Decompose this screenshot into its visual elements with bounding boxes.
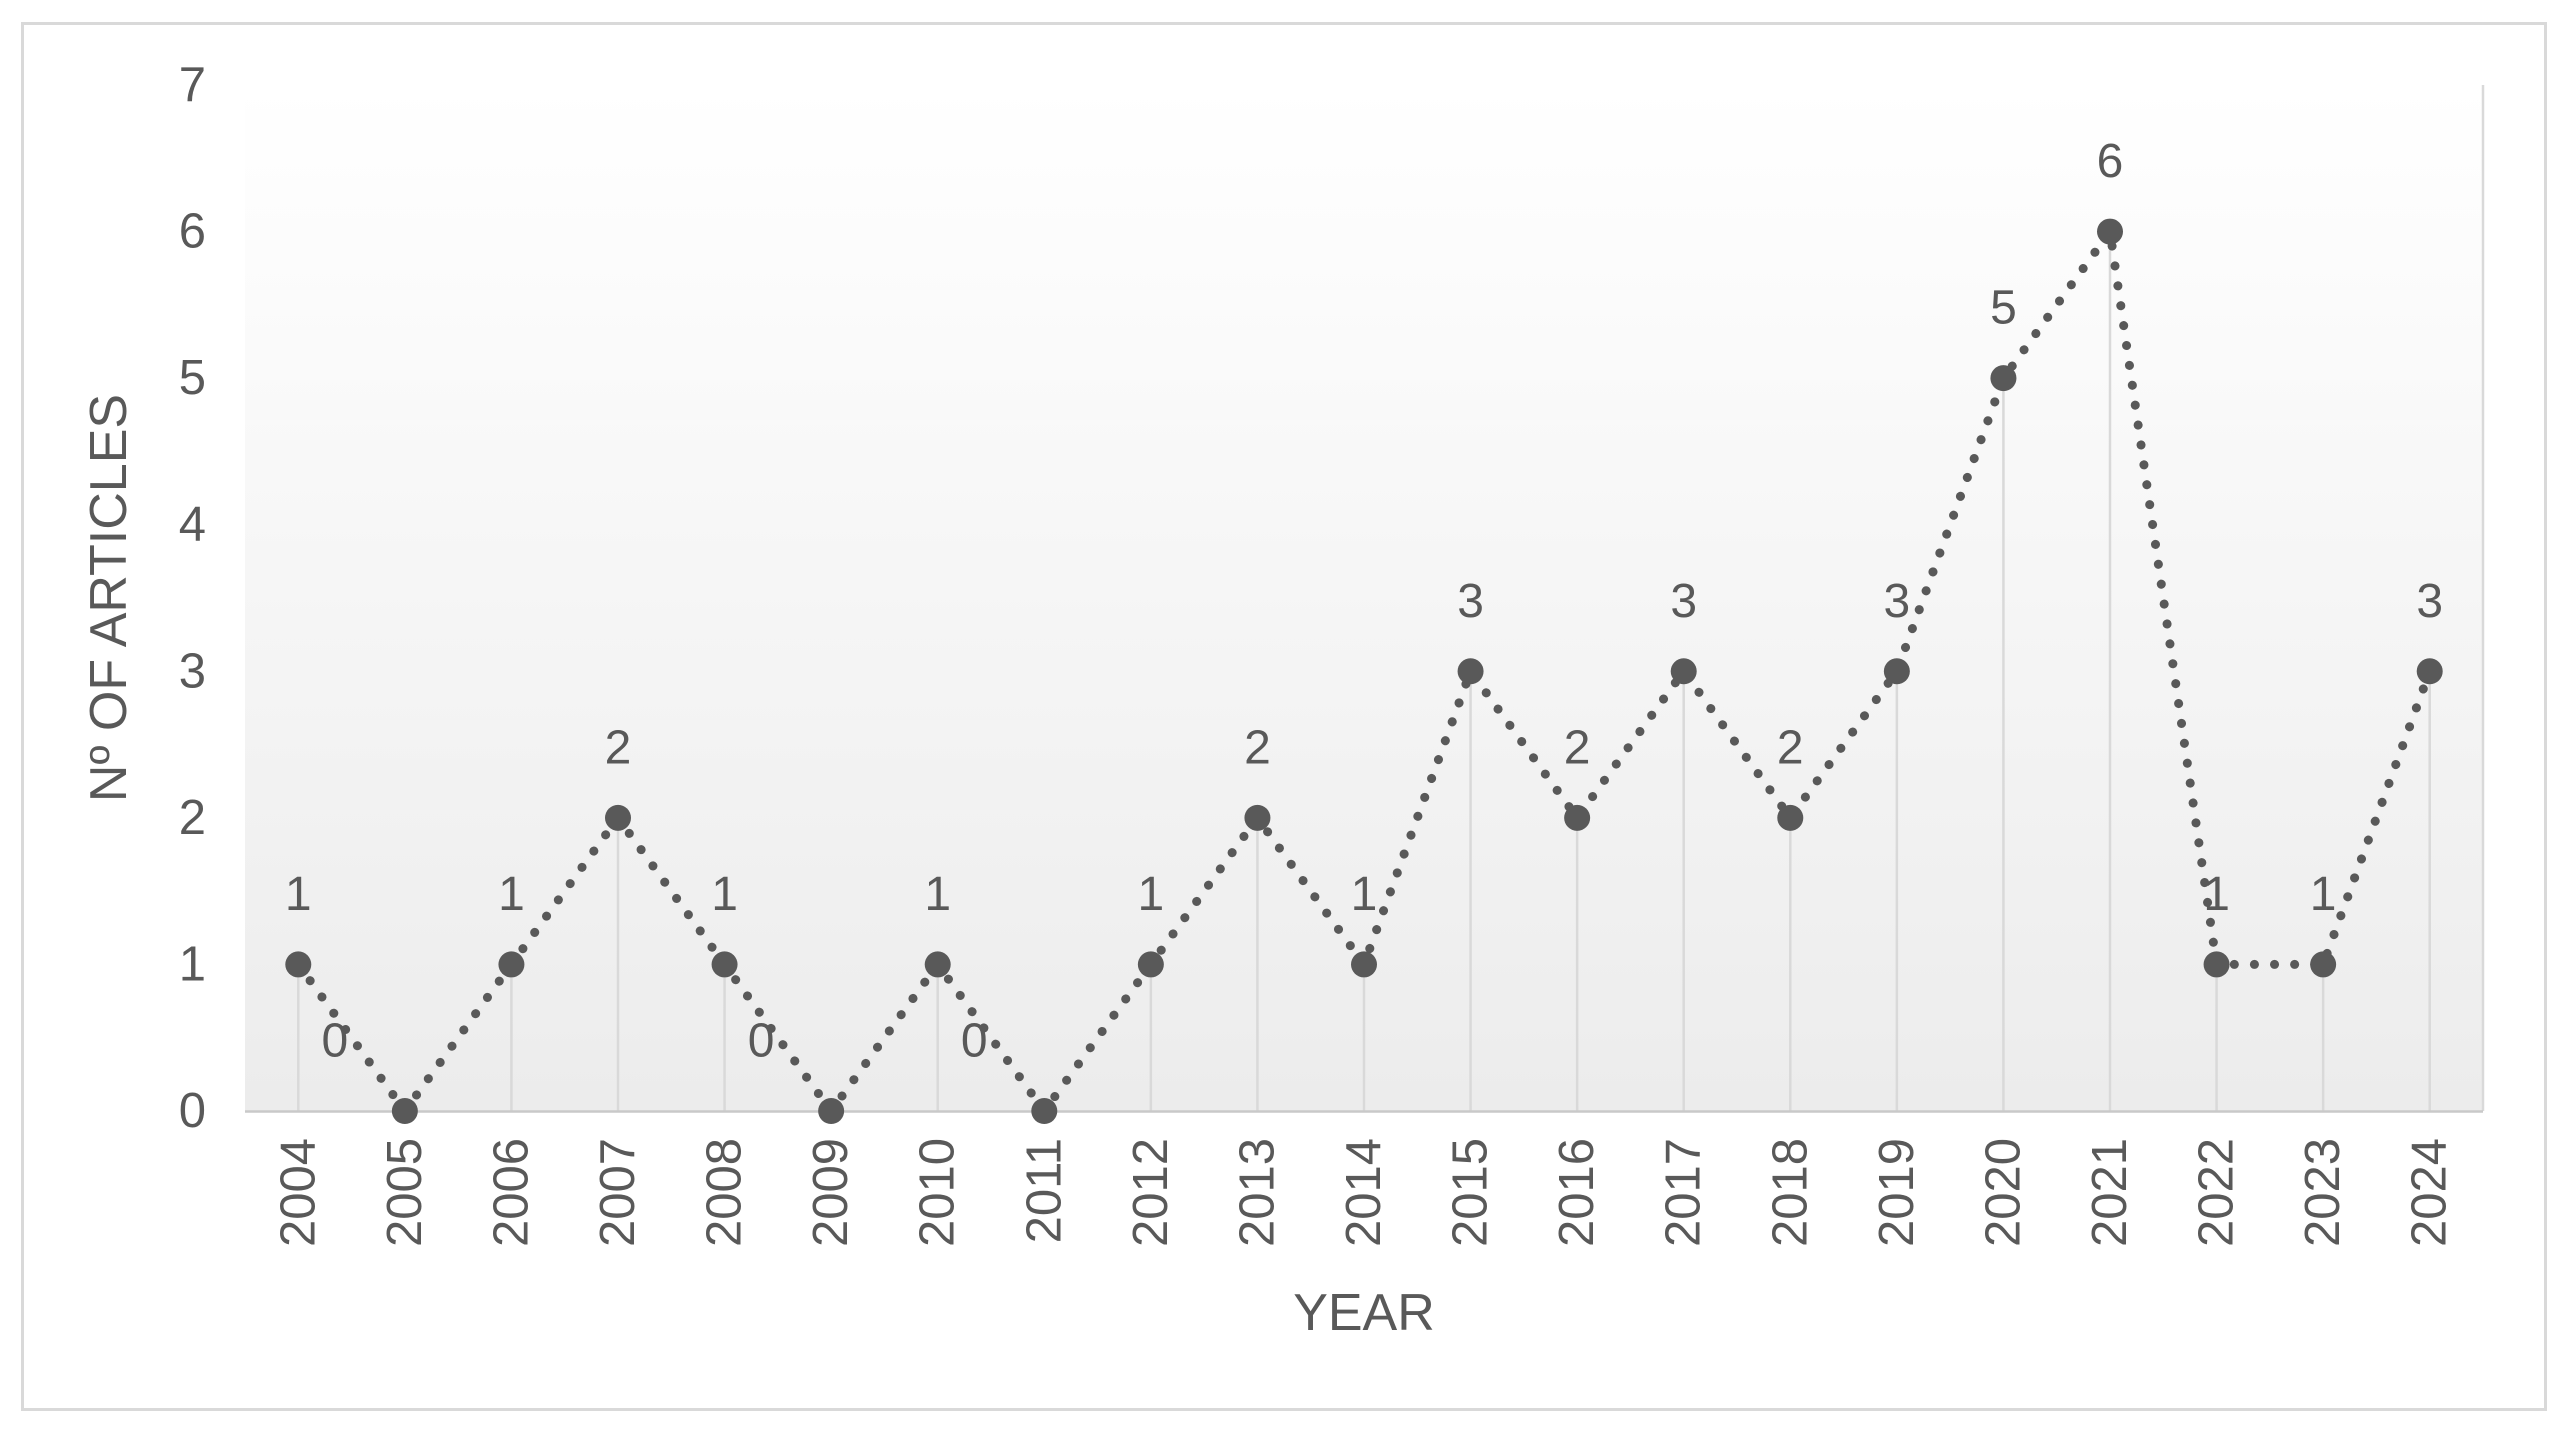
x-tick-label-2010: 2010 (911, 1138, 965, 1247)
data-point-2016 (1564, 804, 1591, 831)
data-point-2005 (391, 1098, 418, 1124)
data-point-2022 (2203, 951, 2230, 978)
data-point-2013 (1244, 804, 1271, 831)
data-label-2007: 2 (605, 721, 632, 774)
data-point-2012 (1137, 951, 1164, 978)
data-point-2024 (2416, 658, 2443, 685)
data-label-2011: 0 (961, 1015, 988, 1068)
data-label-2015: 3 (1457, 575, 1484, 628)
data-label-2017: 3 (1670, 575, 1697, 628)
data-point-2015 (1457, 658, 1484, 685)
data-labels: 1 0 1 2 1 0 1 0 1 2 1 3 2 3 2 3 5 6 1 1 3 (285, 135, 2443, 1067)
data-point-2021 (2097, 218, 2123, 245)
data-point-2023 (2310, 951, 2337, 978)
data-label-2014: 1 (1351, 868, 1378, 921)
x-axis-title: YEAR (1293, 1284, 1435, 1342)
x-tick-label-2017: 2017 (1657, 1138, 1711, 1247)
y-tick-label-0: 0 (179, 1084, 206, 1138)
x-tick-label-2018: 2018 (1763, 1138, 1817, 1247)
data-point-2009 (818, 1098, 845, 1124)
data-label-2024: 3 (2416, 575, 2443, 628)
data-label-2019: 3 (1884, 575, 1911, 628)
y-axis-title: Nº OF ARTICLES (80, 394, 138, 802)
data-label-2010: 1 (924, 868, 951, 921)
x-tick-label-2019: 2019 (1870, 1138, 1924, 1247)
data-label-2018: 2 (1777, 721, 1804, 774)
data-point-2006 (498, 951, 525, 978)
y-tick-label-7: 7 (179, 58, 206, 112)
data-label-2016: 2 (1564, 721, 1591, 774)
x-tick-label-2012: 2012 (1124, 1138, 1178, 1247)
data-point-2019 (1883, 658, 1910, 685)
data-label-2005: 0 (322, 1015, 349, 1068)
x-tick-label-2013: 2013 (1230, 1138, 1284, 1247)
data-label-2006: 1 (498, 868, 525, 921)
data-label-2004: 1 (285, 868, 312, 921)
x-tick-label-2021: 2021 (2083, 1138, 2137, 1247)
y-tick-label-5: 5 (179, 351, 206, 405)
x-tick-label-2009: 2009 (804, 1138, 858, 1247)
data-label-2020: 5 (1990, 282, 2017, 335)
data-label-2012: 1 (1138, 868, 1165, 921)
drop-lines (297, 231, 2431, 1111)
x-tick-label-2022: 2022 (2190, 1138, 2244, 1247)
y-tick-label-3: 3 (179, 644, 206, 698)
data-points (285, 218, 2443, 1124)
data-point-2017 (1670, 658, 1697, 685)
x-tick-label-2014: 2014 (1337, 1138, 1391, 1247)
data-label-2022: 1 (2203, 868, 2230, 921)
x-tick-label-2006: 2006 (484, 1138, 538, 1247)
data-point-2018 (1777, 804, 1804, 831)
data-label-2008: 1 (711, 868, 738, 921)
x-tick-label-2004: 2004 (271, 1138, 325, 1247)
x-tick-label-2015: 2015 (1444, 1138, 1498, 1247)
data-point-2008 (711, 951, 738, 978)
y-tick-label-4: 4 (179, 498, 206, 552)
x-tick-label-2008: 2008 (698, 1138, 752, 1247)
y-tick-label-6: 6 (179, 205, 206, 259)
x-tick-label-2023: 2023 (2296, 1138, 2350, 1247)
data-point-2011 (1031, 1098, 1058, 1124)
x-tick-label-2024: 2024 (2403, 1138, 2457, 1247)
x-tick-label-2011: 2011 (1017, 1138, 1071, 1243)
x-tick-label-2005: 2005 (378, 1138, 432, 1247)
data-point-2004 (285, 951, 312, 978)
data-point-2007 (605, 804, 631, 831)
data-label-2021: 6 (2097, 135, 2124, 188)
data-point-2020 (1990, 365, 2017, 392)
data-label-2023: 1 (2310, 868, 2337, 921)
data-point-2010 (924, 951, 951, 978)
y-tick-label-1: 1 (179, 937, 206, 991)
x-tick-label-2007: 2007 (591, 1138, 645, 1247)
data-point-2014 (1351, 951, 1377, 978)
x-tick-label-2020: 2020 (1976, 1138, 2030, 1247)
x-tick-labels: 2004 2005 2006 2007 2008 2009 2010 2011 2012 2013… (271, 1138, 2456, 1247)
y-tick-labels: 0 1 2 3 4 5 6 7 (179, 58, 206, 1138)
y-tick-label-2: 2 (179, 791, 206, 845)
data-label-2009: 0 (748, 1015, 775, 1068)
x-tick-label-2016: 2016 (1550, 1138, 1604, 1247)
data-label-2013: 2 (1244, 721, 1271, 774)
